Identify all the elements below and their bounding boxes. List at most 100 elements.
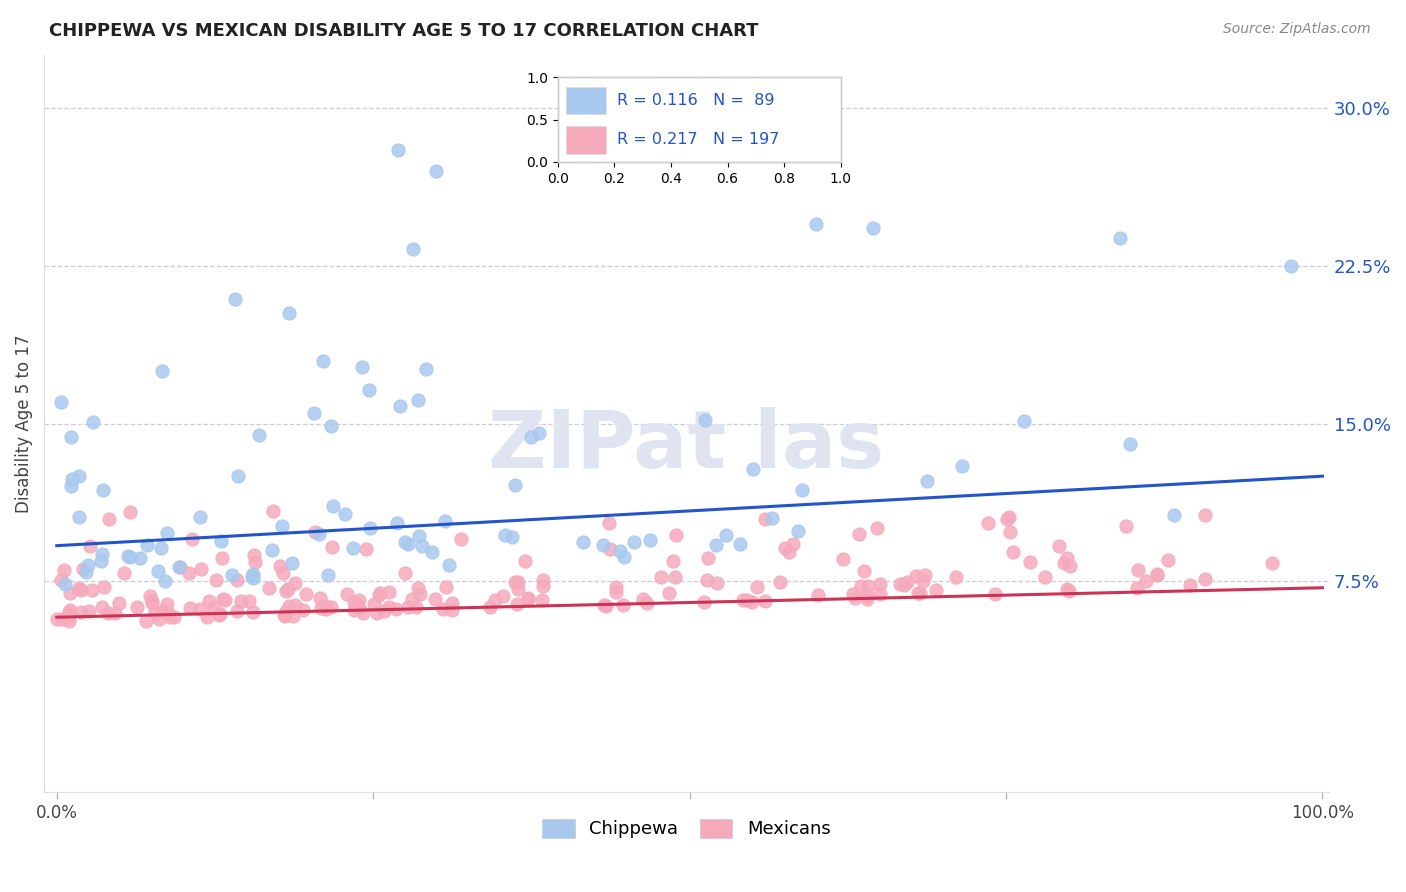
Mexicans (204, 573, 226, 587)
Mexicans (207, 608, 229, 623)
Chippewa (312, 354, 335, 368)
Mexicans (1157, 553, 1180, 567)
Mexicans (693, 595, 716, 609)
Mexicans (396, 599, 419, 614)
Mexicans (612, 598, 634, 612)
Chippewa (520, 430, 543, 444)
Mexicans (925, 582, 948, 597)
Mexicans (896, 575, 918, 590)
Chippewa (49, 395, 72, 409)
Mexicans (368, 588, 391, 602)
Mexicans (775, 541, 797, 556)
Mexicans (631, 591, 654, 606)
Chippewa (304, 406, 326, 420)
Chippewa (148, 565, 170, 579)
Mexicans (595, 599, 617, 614)
Chippewa (281, 557, 304, 571)
Mexicans (636, 596, 658, 610)
Mexicans (1059, 558, 1081, 573)
Mexicans (605, 584, 627, 599)
Chippewa (117, 549, 139, 563)
Mexicans (516, 591, 538, 606)
Mexicans (156, 597, 179, 611)
Mexicans (336, 587, 359, 601)
Mexicans (869, 577, 891, 591)
Mexicans (440, 603, 463, 617)
Mexicans (1053, 556, 1076, 570)
Chippewa (60, 472, 83, 486)
Mexicans (754, 512, 776, 526)
Chippewa (82, 416, 104, 430)
Mexicans (865, 521, 887, 535)
Chippewa (308, 526, 330, 541)
Mexicans (914, 567, 936, 582)
Legend: Chippewa, Mexicans: Chippewa, Mexicans (536, 812, 838, 846)
Chippewa (75, 565, 97, 579)
Mexicans (226, 604, 249, 618)
Mexicans (97, 512, 120, 526)
Chippewa (242, 570, 264, 584)
Mexicans (904, 569, 927, 583)
Mexicans (530, 593, 553, 607)
Chippewa (385, 516, 408, 531)
Mexicans (271, 566, 294, 580)
Mexicans (58, 605, 80, 619)
Chippewa (150, 364, 173, 378)
Chippewa (411, 539, 433, 553)
Mexicans (315, 602, 337, 616)
Chippewa (136, 538, 159, 552)
Chippewa (262, 543, 284, 558)
Mexicans (506, 574, 529, 589)
Mexicans (366, 606, 388, 620)
Mexicans (159, 609, 181, 624)
Mexicans (281, 608, 304, 623)
Chippewa (67, 509, 90, 524)
Chippewa (862, 220, 884, 235)
Mexicans (832, 552, 855, 566)
Text: ZIPat las: ZIPat las (488, 407, 884, 484)
Mexicans (697, 550, 720, 565)
Mexicans (79, 539, 101, 553)
Chippewa (156, 526, 179, 541)
Mexicans (1033, 569, 1056, 583)
Mexicans (856, 591, 879, 606)
Chippewa (439, 558, 461, 572)
Mexicans (58, 586, 80, 600)
Chippewa (394, 535, 416, 549)
Chippewa (221, 567, 243, 582)
Mexicans (754, 594, 776, 608)
Mexicans (440, 596, 463, 610)
Mexicans (893, 577, 915, 591)
Mexicans (49, 574, 72, 588)
Chippewa (1109, 231, 1132, 245)
Mexicans (77, 604, 100, 618)
Mexicans (245, 555, 267, 569)
Mexicans (1146, 567, 1168, 582)
Mexicans (605, 580, 627, 594)
Mexicans (273, 608, 295, 623)
Chippewa (333, 508, 356, 522)
Chippewa (1012, 414, 1035, 428)
Mexicans (152, 604, 174, 618)
Mexicans (58, 614, 80, 628)
Chippewa (167, 559, 190, 574)
Chippewa (714, 528, 737, 542)
Mexicans (274, 583, 297, 598)
Mexicans (533, 579, 555, 593)
Mexicans (346, 598, 368, 612)
Chippewa (704, 538, 727, 552)
Chippewa (321, 419, 343, 434)
Mexicans (394, 566, 416, 581)
Mexicans (294, 586, 316, 600)
Chippewa (188, 509, 211, 524)
Mexicans (93, 581, 115, 595)
Mexicans (406, 581, 429, 595)
Mexicans (321, 599, 343, 614)
Mexicans (352, 606, 374, 620)
Mexicans (284, 576, 307, 591)
Mexicans (347, 601, 370, 615)
Mexicans (1146, 568, 1168, 582)
Mexicans (434, 580, 457, 594)
Chippewa (1163, 508, 1185, 522)
Chippewa (1119, 437, 1142, 451)
